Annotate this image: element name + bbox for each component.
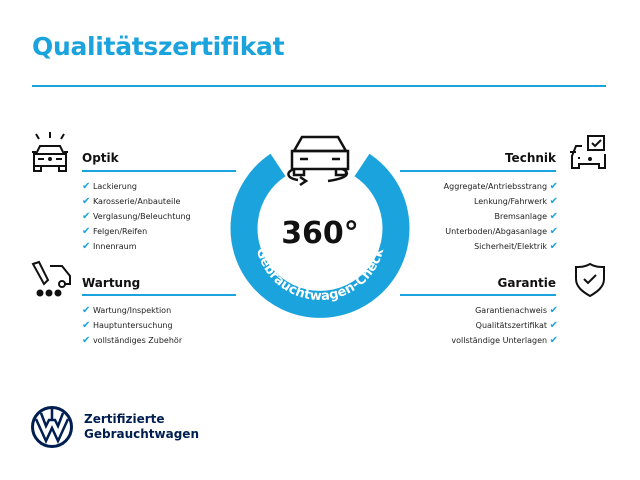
check-icon: ✔	[549, 335, 558, 346]
vw-logo	[31, 406, 73, 448]
badge-value: 360°	[281, 216, 359, 251]
brand-text: Zertifizierte Gebrauchtwagen	[84, 412, 199, 441]
check-icon: ✔	[82, 335, 91, 346]
page-title: Qualitätszertifikat	[32, 32, 285, 61]
check-icon: ✔	[549, 226, 558, 237]
list-item: ✔ Karosserie/Anbauteile	[82, 196, 181, 207]
list-item: Unterboden/Abgasanlage ✔	[445, 226, 558, 237]
list-item: ✔ Felgen/Reifen	[82, 226, 148, 237]
list-item: vollständige Unterlagen ✔	[451, 335, 558, 346]
list-item: Qualitätszertifikat ✔	[475, 320, 558, 331]
list-item: Bremsanlage ✔	[494, 211, 558, 222]
list-item: ✔ Wartung/Inspektion	[82, 305, 172, 316]
wartung-divider	[82, 294, 236, 296]
list-item: Aggregate/Antriebsstrang ✔	[443, 181, 558, 192]
check-icon: ✔	[82, 241, 91, 252]
list-item: Garantienachweis ✔	[475, 305, 558, 316]
wartung-heading: Wartung	[82, 276, 141, 290]
wartung-list: ✔ Wartung/Inspektion ✔ Hauptuntersuchung…	[82, 303, 182, 348]
check-icon: ✔	[82, 211, 91, 222]
service-van-icon	[31, 260, 71, 297]
list-item: Lenkung/Fahrwerk ✔	[473, 196, 558, 207]
technik-divider	[400, 170, 556, 172]
check-icon: ✔	[82, 320, 91, 331]
check-icon: ✔	[82, 181, 91, 192]
list-item: ✔ Verglasung/Beleuchtung	[82, 211, 191, 222]
car-lights-icon	[32, 132, 68, 172]
check-icon: ✔	[549, 211, 558, 222]
title-divider	[32, 85, 606, 87]
check-icon: ✔	[549, 305, 558, 316]
garantie-divider	[400, 294, 556, 296]
check-icon: ✔	[82, 305, 91, 316]
360-check-badge: 360° Gebrauchtwagen-Check	[230, 135, 410, 318]
check-icon: ✔	[82, 196, 91, 207]
shield-check-icon	[575, 262, 605, 298]
car-rotate-icon	[287, 135, 350, 187]
check-icon: ✔	[82, 226, 91, 237]
technik-heading: Technik	[504, 151, 556, 165]
optik-heading: Optik	[82, 151, 119, 165]
garantie-heading: Garantie	[497, 276, 557, 290]
list-item: ✔ Hauptuntersuchung	[82, 320, 173, 331]
check-icon: ✔	[549, 181, 558, 192]
list-item: Sicherheit/Elektrik ✔	[474, 241, 558, 252]
car-checkbox-icon	[570, 135, 606, 169]
check-icon: ✔	[549, 320, 558, 331]
technik-list: Aggregate/Antriebsstrang ✔ Lenkung/Fahrw…	[444, 179, 558, 254]
list-item: ✔ Lackierung	[82, 181, 137, 192]
optik-divider	[82, 170, 236, 172]
list-item: ✔ vollständiges Zubehör	[82, 335, 183, 346]
list-item: ✔ Innenraum	[82, 241, 137, 252]
garantie-list: Garantienachweis ✔ Qualitätszertifikat ✔…	[451, 303, 558, 348]
check-icon: ✔	[549, 196, 558, 207]
optik-list: ✔ Lackierung ✔ Karosserie/Anbauteile ✔ V…	[82, 179, 191, 254]
badge-ring	[230, 153, 410, 318]
check-icon: ✔	[549, 241, 558, 252]
